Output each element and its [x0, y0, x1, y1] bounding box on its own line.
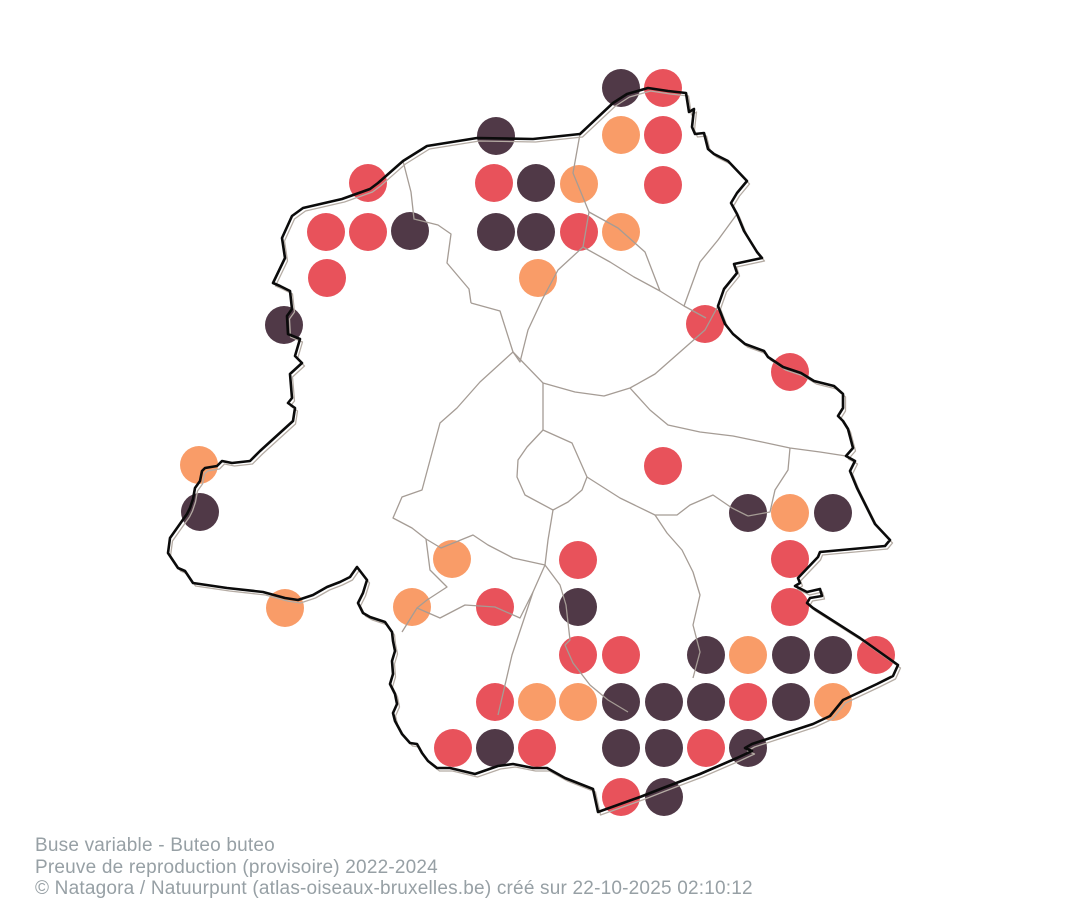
commune-boundary-line — [586, 476, 749, 517]
commune-boundary-line — [392, 351, 546, 566]
region-boundary-shadow — [169, 90, 902, 816]
copyright-line: © Natagora / Natuurpunt (atlas-oiseaux-b… — [35, 878, 753, 899]
observation-dot — [559, 541, 597, 579]
commune-boundary-line — [544, 564, 629, 713]
observation-dot — [729, 494, 767, 532]
observation-dot — [559, 636, 597, 674]
commune-boundary-line — [497, 509, 554, 716]
observation-dot — [476, 729, 514, 767]
commune-boundary-line — [629, 387, 847, 457]
map-caption: Buse variable - Buteo buteo Preuve de re… — [35, 835, 753, 900]
observation-dot — [518, 729, 556, 767]
observation-dot — [559, 683, 597, 721]
observation-dot — [475, 164, 513, 202]
observation-dot — [518, 683, 556, 721]
observation-dot — [687, 729, 725, 767]
observation-dot — [814, 494, 852, 532]
observation-dot — [814, 636, 852, 674]
commune-boundaries-layer — [392, 133, 847, 716]
observation-dot — [349, 164, 387, 202]
observation-dot — [644, 116, 682, 154]
observation-dot — [560, 165, 598, 203]
observation-dot — [391, 212, 429, 250]
observation-dot — [308, 259, 346, 297]
observation-dot — [519, 259, 557, 297]
observation-dot — [687, 636, 725, 674]
observation-dot — [602, 213, 640, 251]
region-boundary-layer — [166, 86, 902, 816]
observation-dot — [559, 588, 597, 626]
observation-dot — [602, 69, 640, 107]
observation-dot — [602, 778, 640, 816]
commune-boundary-line — [470, 302, 544, 384]
observation-dot — [645, 683, 683, 721]
observation-dots-layer — [180, 69, 895, 816]
observation-dot — [771, 494, 809, 532]
observation-dot — [602, 683, 640, 721]
commune-boundary-line — [588, 211, 661, 292]
commune-boundary-line — [402, 160, 472, 304]
observation-dot — [433, 540, 471, 578]
observation-dot — [477, 213, 515, 251]
map-subtitle: Preuve de reproduction (provisoire) 2022… — [35, 856, 438, 878]
observation-dot — [434, 729, 472, 767]
observation-dot — [265, 306, 303, 344]
observation-dot — [517, 213, 555, 251]
observation-dot — [180, 446, 218, 484]
observation-dot — [644, 69, 682, 107]
observation-dot — [645, 729, 683, 767]
observation-dot — [393, 588, 431, 626]
observation-dot — [857, 636, 895, 674]
observation-dot — [602, 729, 640, 767]
observation-dot — [560, 213, 598, 251]
observation-dot — [477, 117, 515, 155]
observation-dot — [771, 540, 809, 578]
observation-dot — [729, 683, 767, 721]
observation-dot — [772, 636, 810, 674]
species-title: Buse variable - Buteo buteo — [35, 835, 275, 856]
region-boundary-outline — [166, 86, 900, 814]
observation-dot — [307, 213, 345, 251]
observation-dot — [729, 636, 767, 674]
commune-boundary-line — [582, 246, 707, 319]
observation-dot — [602, 116, 640, 154]
observation-dot — [686, 305, 724, 343]
commune-boundary-line — [683, 213, 738, 307]
commune-boundary-line — [512, 133, 590, 363]
observation-dot — [814, 683, 852, 721]
observation-dot — [687, 683, 725, 721]
observation-dot — [517, 164, 555, 202]
commune-boundary-line — [654, 514, 701, 679]
commune-boundary-line — [401, 538, 448, 633]
commune-boundary-line — [416, 591, 534, 619]
observation-dot — [349, 213, 387, 251]
observation-dot — [476, 683, 514, 721]
commune-boundary-line — [747, 447, 791, 517]
observation-dot — [644, 166, 682, 204]
observation-dot — [644, 447, 682, 485]
commune-boundary-line — [542, 305, 719, 397]
observation-dot — [772, 683, 810, 721]
observation-dot — [602, 636, 640, 674]
observation-dot — [771, 588, 809, 626]
commune-boundary-line — [516, 429, 588, 511]
